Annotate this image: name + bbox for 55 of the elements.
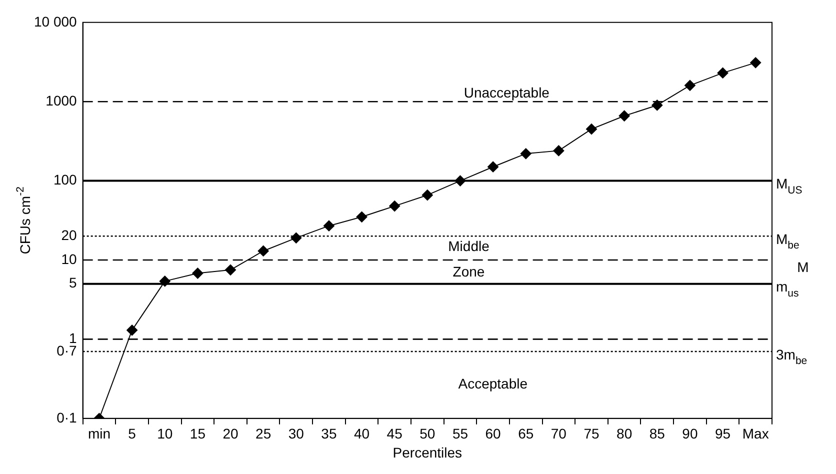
point	[586, 124, 597, 135]
y-tick-label: 5	[69, 274, 78, 291]
point	[126, 324, 138, 336]
point	[258, 245, 269, 256]
x-tick-label: 80	[616, 426, 632, 442]
point	[684, 80, 696, 91]
x-tick-label: 40	[354, 426, 370, 442]
x-tick-label: 90	[682, 426, 698, 442]
y-tick-label: 10 000	[34, 13, 78, 30]
x-tick-label: Max	[742, 426, 769, 442]
y-tick-label: 10	[61, 250, 78, 267]
point	[389, 200, 400, 212]
annotation: Unacceptable	[464, 84, 550, 101]
point	[192, 268, 204, 279]
x-tick-label: 95	[714, 426, 731, 442]
point	[356, 211, 368, 222]
point	[225, 264, 236, 276]
text: M	[797, 258, 809, 275]
point	[717, 67, 728, 78]
point	[750, 57, 762, 68]
y-tick-label: 1000	[46, 92, 78, 108]
x-tick-label: 60	[485, 426, 502, 442]
y-tick-label: 100	[53, 172, 78, 188]
annotation: Acceptable	[458, 376, 528, 392]
x-tick-label: 10	[157, 426, 173, 442]
x-tick-label: 65	[518, 426, 534, 442]
annotation: Zone	[452, 264, 485, 280]
point	[553, 145, 564, 156]
point	[159, 276, 170, 287]
annotation: Middle	[448, 238, 490, 254]
point	[323, 220, 334, 232]
point	[618, 110, 630, 122]
x-tick-label: 25	[256, 426, 272, 442]
y-axis-title: CFUs cm-2	[14, 186, 33, 254]
x-tick-label: 15	[190, 426, 206, 442]
x-tick-label: 70	[550, 426, 567, 442]
x-tick-label: min	[88, 426, 111, 442]
point	[454, 175, 466, 186]
point	[520, 148, 532, 160]
x-tick-label: 35	[321, 426, 337, 442]
point	[422, 190, 433, 201]
point	[290, 232, 302, 244]
x-tick-label: 75	[584, 426, 600, 442]
x-tick-label: 30	[288, 426, 304, 442]
point	[652, 100, 663, 111]
point	[488, 161, 499, 172]
x-tick-label: 85	[649, 426, 666, 442]
x-tick-label: 45	[386, 426, 403, 442]
x-axis-title: Percentiles	[392, 444, 462, 460]
x-tick-label: 55	[452, 426, 468, 442]
x-tick-label: 50	[420, 426, 436, 442]
x-tick-label: 20	[222, 426, 238, 442]
y-tick-label: 0·1	[56, 409, 78, 426]
x-tick-label: 5	[128, 426, 136, 442]
y-tick-label: 20	[61, 227, 78, 244]
